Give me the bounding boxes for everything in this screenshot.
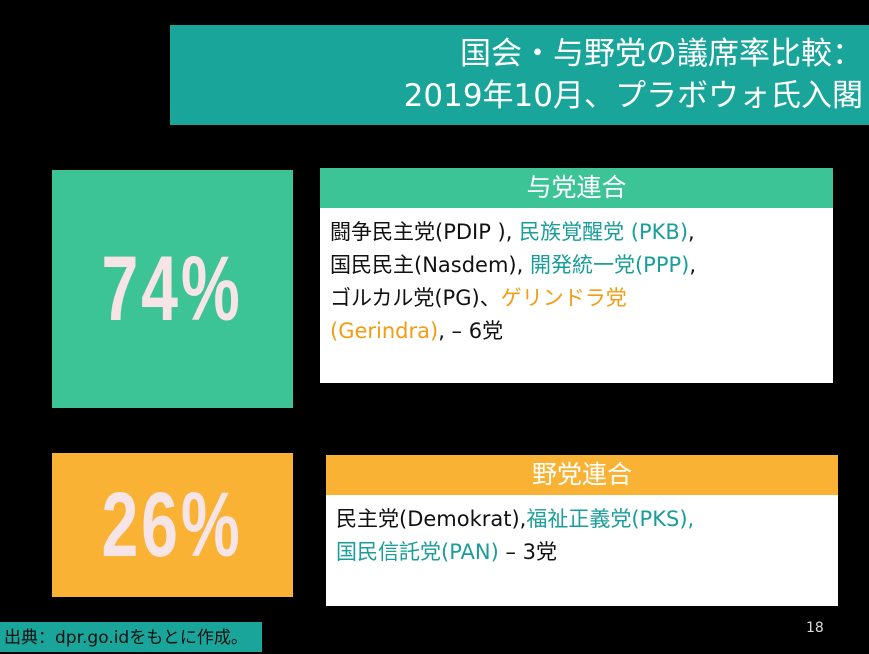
title-line: 国会・与野党の議席率比較： (460, 36, 863, 72)
party: , – 6党 (438, 319, 504, 343)
coalition-box: 野党連合 民主党(Demokrat),福祉正義党(PKS), 国民信託党(PAN)… (326, 455, 838, 606)
percent-box: 26% (52, 453, 293, 597)
party-line: 闘争民主党(PDIP ), 民族覚醒党 (PKB), (330, 216, 823, 249)
party-list: 闘争民主党(PDIP ), 民族覚醒党 (PKB), 国民民主(Nasdem), … (320, 208, 833, 356)
party: 民族覚醒党 (PKB) (519, 220, 689, 244)
party-line: (Gerindra), – 6党 (330, 315, 823, 348)
party-line: 国民民主(Nasdem), 開発統一党(PPP), (330, 249, 823, 282)
percent: 26% (101, 473, 244, 576)
coalition-header: 野党連合 (326, 455, 838, 495)
party: 国民信託党(PAN) (336, 540, 499, 564)
title-line: 2019年10月、プラボウォ氏入閣 (403, 78, 863, 114)
source: 出典：dpr.go.idをもとに作成。 (0, 622, 262, 652)
party: ゲリンドラ党 (500, 286, 627, 310)
party: (Gerindra) (330, 319, 439, 343)
party: 開発統一党(PPP) (529, 253, 690, 277)
percent: 74% (101, 237, 244, 340)
party-line: 国民信託党(PAN) – 3党 (336, 536, 828, 569)
percent-box: 74% (52, 170, 293, 408)
title-box: 国会・与野党の議席率比較： 2019年10月、プラボウォ氏入閣 (170, 25, 869, 125)
party-line: ゴルカル党(PG)、ゲリンドラ党 (330, 282, 823, 315)
party: – 3党 (498, 540, 557, 564)
party-line: 民主党(Demokrat),福祉正義党(PKS), (336, 503, 828, 536)
page-number: 18 (806, 620, 824, 636)
coalition-header: 与党連合 (320, 168, 833, 208)
party: ゴルカル党(PG)、 (330, 286, 501, 310)
party: 福祉正義党(PKS), (526, 507, 695, 531)
coalition-box: 与党連合 闘争民主党(PDIP ), 民族覚醒党 (PKB), 国民民主(Nasd… (320, 168, 833, 383)
party: 民主党(Demokrat), (336, 507, 527, 531)
party-list: 民主党(Demokrat),福祉正義党(PKS), 国民信託党(PAN) – 3党 (326, 495, 838, 577)
party: , (688, 220, 695, 244)
party: , (689, 253, 697, 277)
party: 国民民主(Nasdem), (330, 253, 530, 277)
party: 闘争民主党(PDIP ), (330, 220, 520, 244)
